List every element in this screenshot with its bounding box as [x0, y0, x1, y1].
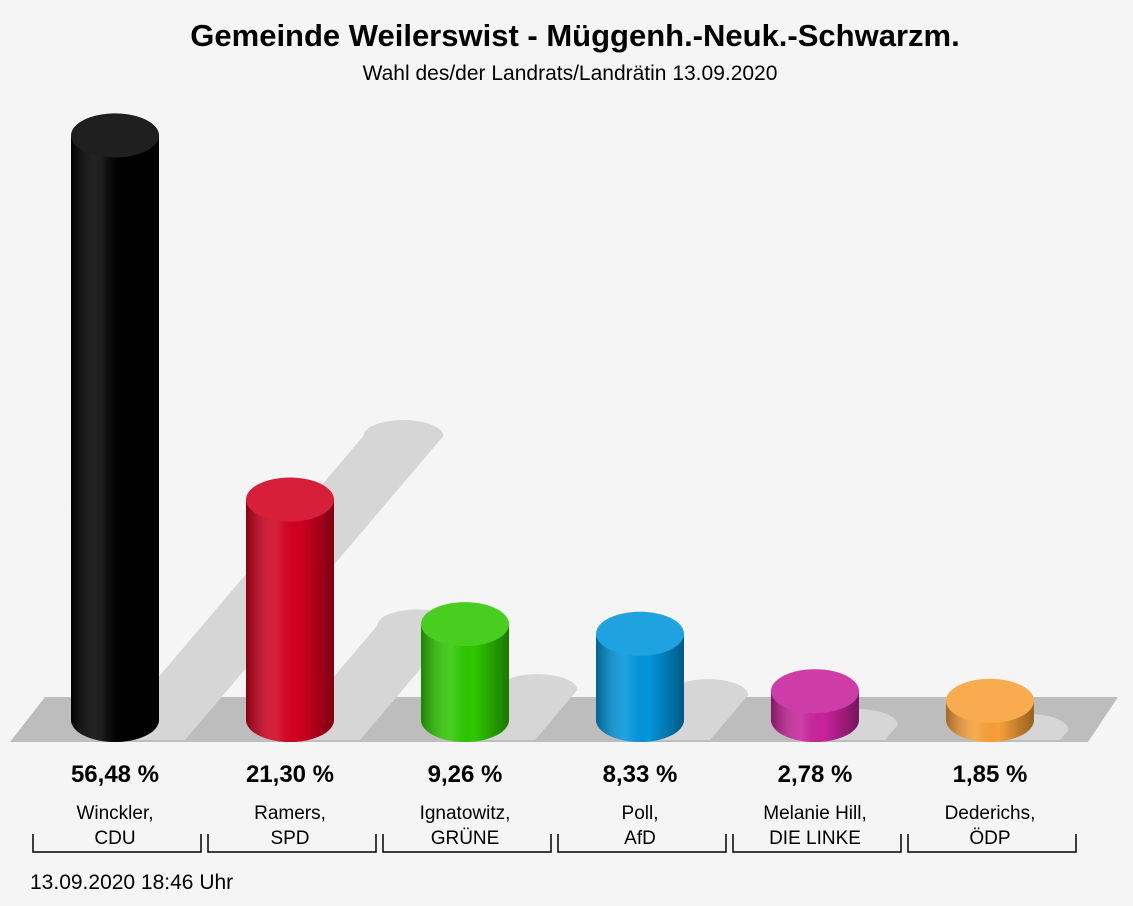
category-label: Dederichs, ÖDP	[944, 803, 1036, 849]
bar-top	[421, 602, 509, 647]
category-label: Poll, AfD	[621, 803, 659, 849]
category-bracket	[732, 834, 902, 853]
value-label: 9,26 %	[428, 761, 503, 788]
bar-top	[246, 477, 334, 522]
footer: 13.09.2020 18:46 Uhr	[30, 871, 233, 894]
bar-top-light	[946, 678, 1034, 723]
bar-top-light	[246, 477, 334, 522]
category-bracket	[207, 834, 377, 853]
category-bracket	[382, 834, 552, 853]
category-bracket	[32, 834, 202, 853]
category-label: Ramers, SPD	[254, 803, 326, 849]
value-label: 2,78 %	[778, 761, 853, 788]
bar-top	[771, 669, 859, 714]
category-label: Ignatowitz, GRÜNE	[419, 803, 511, 849]
bar-shade	[246, 499, 334, 720]
chart-subtitle: Wahl des/der Landrats/Landrätin 13.09.20…	[363, 62, 778, 85]
bar-top	[946, 678, 1034, 723]
bar-top-light	[421, 602, 509, 647]
bar-shade	[71, 135, 159, 720]
value-label: 8,33 %	[603, 761, 678, 788]
bar-top	[71, 113, 159, 158]
bar-top	[596, 611, 684, 656]
value-label: 56,48 %	[71, 761, 159, 788]
bar-top-light	[71, 113, 159, 158]
chart-title: Gemeinde Weilerswist - Müggenh.-Neuk.-Sc…	[190, 18, 959, 53]
bar-top-light	[596, 611, 684, 656]
category-label: Melanie Hill, DIE LINKE	[763, 803, 867, 849]
value-label: 21,30 %	[246, 761, 334, 788]
category-bracket	[557, 834, 727, 853]
category-bracket	[907, 834, 1077, 853]
category-label: Winckler, CDU	[76, 803, 154, 849]
bar-top-light	[771, 669, 859, 714]
value-label: 1,85 %	[953, 761, 1028, 788]
